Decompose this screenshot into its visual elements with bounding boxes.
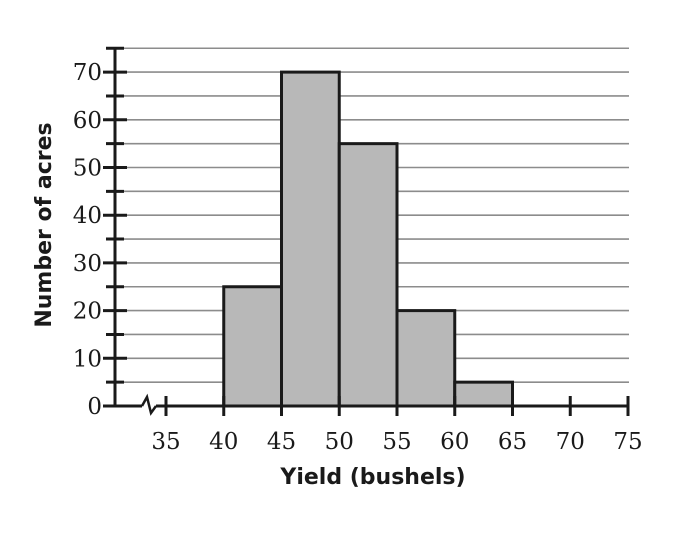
bar-40-45 [222, 285, 283, 408]
y-tick-label-30: 30 [73, 251, 102, 277]
y-tick-label-40: 40 [73, 203, 102, 229]
y-tick-label-20: 20 [73, 299, 102, 325]
x-tick-label-60: 60 [440, 429, 469, 455]
y-ticks: 0 10 20 30 40 50 60 70 [73, 46, 127, 420]
x-tick-label-45: 45 [267, 429, 296, 455]
x-tick-label-75: 75 [613, 429, 642, 455]
x-tick-label-50: 50 [325, 429, 354, 455]
x-tick-label-70: 70 [556, 429, 585, 455]
bars [222, 70, 514, 408]
x-axis-break [140, 393, 158, 416]
bar-60-65 [453, 380, 514, 408]
y-tick-label-10: 10 [73, 346, 102, 372]
x-tick-label-55: 55 [382, 429, 411, 455]
x-ticks: 35 40 45 50 55 60 65 70 75 [151, 396, 643, 455]
y-tick-label-0: 0 [87, 394, 102, 420]
bar-45-50 [280, 70, 341, 408]
x-tick-label-35: 35 [151, 429, 180, 455]
x-tick-label-40: 40 [209, 429, 238, 455]
y-tick-label-70: 70 [73, 60, 102, 86]
y-tick-label-50: 50 [73, 156, 102, 182]
y-axis-title: Number of acres [32, 122, 57, 327]
x-tick-label-65: 65 [498, 429, 527, 455]
bar-50-55 [337, 142, 399, 408]
y-tick-label-60: 60 [73, 108, 102, 134]
bar-55-60 [395, 309, 457, 408]
x-axis-title: Yield (bushels) [279, 465, 465, 490]
